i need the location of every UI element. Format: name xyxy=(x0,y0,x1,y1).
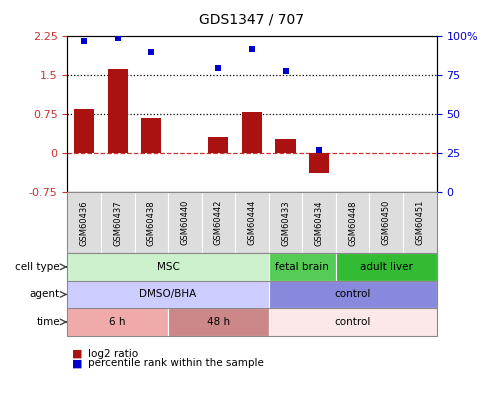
Point xyxy=(114,35,122,41)
Text: GSM60433: GSM60433 xyxy=(281,200,290,245)
Bar xyxy=(141,118,161,153)
Text: control: control xyxy=(334,290,371,299)
Bar xyxy=(275,139,295,153)
Text: log2 ratio: log2 ratio xyxy=(88,349,138,359)
Text: GSM60440: GSM60440 xyxy=(180,200,189,245)
Bar xyxy=(209,137,229,153)
Text: control: control xyxy=(334,317,371,327)
Text: GDS1347 / 707: GDS1347 / 707 xyxy=(200,12,304,26)
Bar xyxy=(309,153,329,173)
Text: DMSO/BHA: DMSO/BHA xyxy=(139,290,197,299)
Bar xyxy=(108,69,128,153)
Bar xyxy=(74,109,94,153)
Text: GSM60451: GSM60451 xyxy=(415,200,424,245)
Text: GSM60450: GSM60450 xyxy=(382,200,391,245)
Text: percentile rank within the sample: percentile rank within the sample xyxy=(88,358,264,368)
Point xyxy=(281,68,289,74)
Bar xyxy=(242,112,262,153)
Text: cell type: cell type xyxy=(15,262,60,272)
Text: GSM60436: GSM60436 xyxy=(80,200,89,245)
Point xyxy=(215,64,223,71)
Text: MSC: MSC xyxy=(157,262,180,272)
Point xyxy=(80,38,88,45)
Text: GSM60448: GSM60448 xyxy=(348,200,357,245)
Text: agent: agent xyxy=(30,290,60,299)
Text: ■: ■ xyxy=(72,358,83,368)
Text: ■: ■ xyxy=(72,349,83,359)
Text: adult liver: adult liver xyxy=(360,262,413,272)
Text: 48 h: 48 h xyxy=(207,317,230,327)
Text: time: time xyxy=(36,317,60,327)
Text: GSM60438: GSM60438 xyxy=(147,200,156,245)
Text: GSM60444: GSM60444 xyxy=(248,200,256,245)
Point xyxy=(147,49,155,55)
Text: GSM60434: GSM60434 xyxy=(315,200,324,245)
Point xyxy=(248,46,256,52)
Point xyxy=(315,147,323,153)
Text: GSM60437: GSM60437 xyxy=(113,200,122,245)
Text: fetal brain: fetal brain xyxy=(275,262,329,272)
Text: 6 h: 6 h xyxy=(109,317,126,327)
Text: GSM60442: GSM60442 xyxy=(214,200,223,245)
